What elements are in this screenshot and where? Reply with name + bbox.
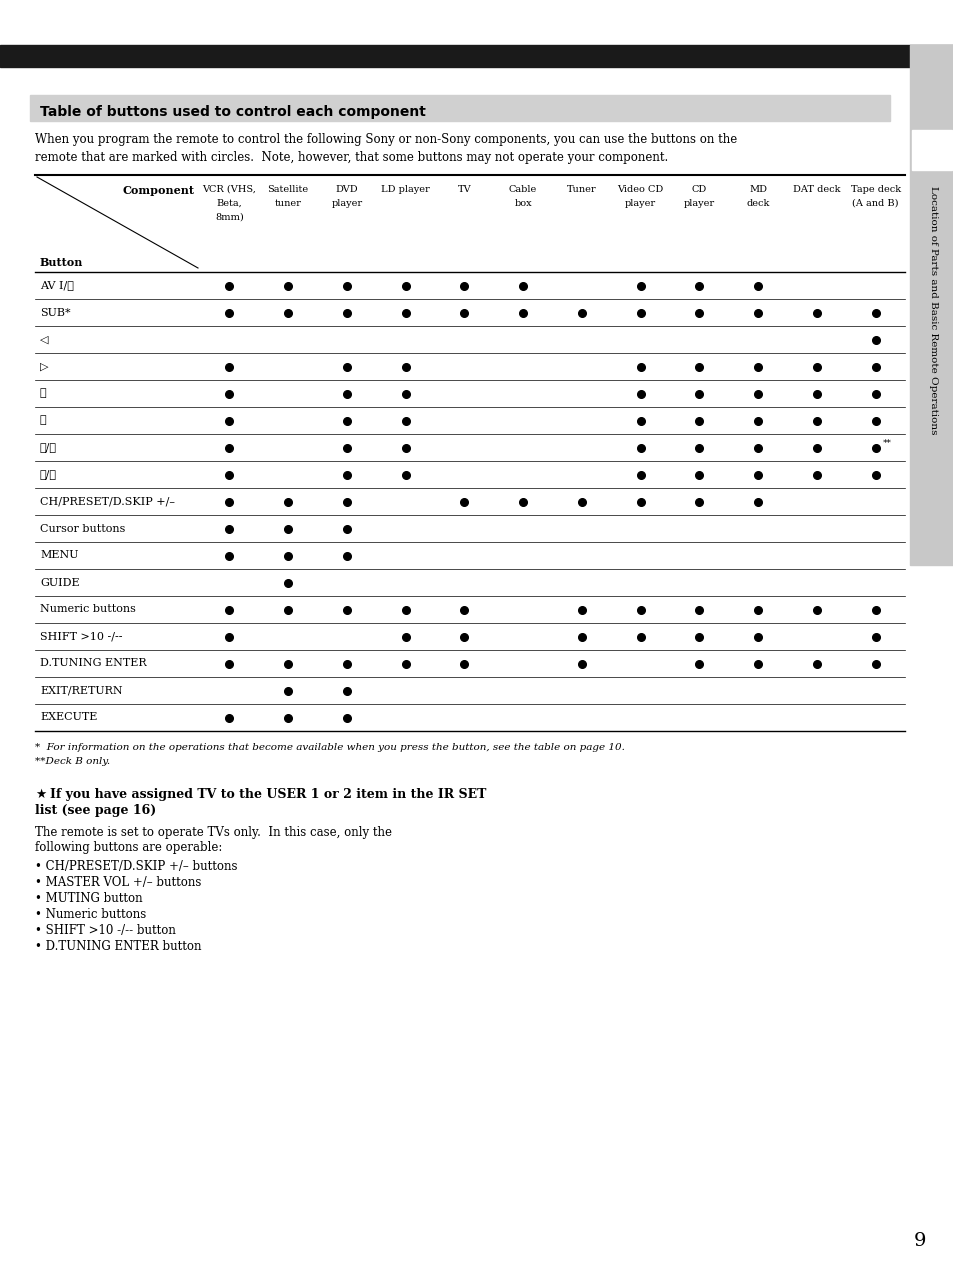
Text: player: player [683, 199, 714, 208]
Text: ⏪/⏩: ⏪/⏩ [40, 470, 57, 479]
Text: Button: Button [40, 257, 83, 268]
Text: The remote is set to operate TVs only.  In this case, only the: The remote is set to operate TVs only. I… [35, 826, 392, 840]
Text: • MUTING button: • MUTING button [35, 892, 143, 905]
Text: remote that are marked with circles.  Note, however, that some buttons may not o: remote that are marked with circles. Not… [35, 150, 667, 163]
Text: TV: TV [457, 185, 471, 194]
Text: SHIFT >10 -/--: SHIFT >10 -/-- [40, 632, 122, 642]
Text: Table of buttons used to control each component: Table of buttons used to control each co… [40, 104, 425, 118]
Text: tuner: tuner [274, 199, 301, 208]
Text: Numeric buttons: Numeric buttons [40, 604, 135, 614]
Text: • D.TUNING ENTER button: • D.TUNING ENTER button [35, 940, 201, 953]
Text: ⏸: ⏸ [40, 389, 47, 399]
Text: following buttons are operable:: following buttons are operable: [35, 841, 222, 854]
Text: player: player [624, 199, 656, 208]
Text: ⏮/⏭: ⏮/⏭ [40, 442, 57, 452]
Text: ◁: ◁ [40, 335, 49, 344]
Text: • MASTER VOL +/– buttons: • MASTER VOL +/– buttons [35, 877, 201, 889]
Text: ⏹: ⏹ [40, 415, 47, 426]
Text: Beta,: Beta, [216, 199, 242, 208]
Text: If you have assigned TV to the USER 1 or 2 item in the IR SET: If you have assigned TV to the USER 1 or… [50, 789, 486, 801]
Text: MD: MD [748, 185, 766, 194]
Text: • Numeric buttons: • Numeric buttons [35, 908, 146, 921]
Text: DVD: DVD [335, 185, 357, 194]
Text: • SHIFT >10 -/-- button: • SHIFT >10 -/-- button [35, 924, 175, 936]
Bar [909, 45, 953, 564]
Text: list (see page 16): list (see page 16) [35, 804, 156, 817]
Text: Cable: Cable [509, 185, 537, 194]
Text: Satellite: Satellite [267, 185, 309, 194]
Text: CD: CD [691, 185, 706, 194]
Text: 9: 9 [913, 1232, 925, 1250]
Text: GUIDE: GUIDE [40, 577, 79, 587]
Text: ★: ★ [35, 789, 46, 801]
Text: (A and B): (A and B) [851, 199, 898, 208]
Text: box: box [514, 199, 532, 208]
Text: player: player [331, 199, 362, 208]
Text: When you program the remote to control the following Sony or non-Sony components: When you program the remote to control t… [35, 134, 737, 147]
Text: **Deck B only.: **Deck B only. [35, 757, 110, 766]
Text: DAT deck: DAT deck [792, 185, 840, 194]
Text: D.TUNING ENTER: D.TUNING ENTER [40, 659, 147, 669]
Text: Location of Parts and Basic Remote Operations: Location of Parts and Basic Remote Opera… [928, 186, 938, 434]
Text: AV I/⏻: AV I/⏻ [40, 280, 73, 290]
Bar [0, 45, 953, 68]
Text: Video CD: Video CD [617, 185, 663, 194]
Text: EXECUTE: EXECUTE [40, 712, 97, 722]
Text: EXIT/RETURN: EXIT/RETURN [40, 685, 123, 696]
Text: CH/PRESET/D.SKIP +/–: CH/PRESET/D.SKIP +/– [40, 497, 174, 507]
Text: Component: Component [123, 185, 194, 196]
Text: MENU: MENU [40, 550, 78, 561]
Text: **: ** [882, 440, 891, 448]
Text: VCR (VHS,: VCR (VHS, [202, 185, 256, 194]
Text: Tuner: Tuner [566, 185, 596, 194]
Text: SUB*: SUB* [40, 307, 71, 317]
Text: deck: deck [745, 199, 769, 208]
Bar [30, 96, 889, 121]
Text: Cursor buttons: Cursor buttons [40, 524, 125, 534]
Text: 8mm): 8mm) [214, 213, 244, 222]
Text: ▷: ▷ [40, 362, 49, 372]
Text: *  For information on the operations that become available when you press the bu: * For information on the operations that… [35, 743, 624, 752]
Text: Tape deck: Tape deck [850, 185, 900, 194]
Bar [911, 130, 951, 169]
Text: LD player: LD player [381, 185, 430, 194]
Text: • CH/PRESET/D.SKIP +/– buttons: • CH/PRESET/D.SKIP +/– buttons [35, 860, 237, 873]
